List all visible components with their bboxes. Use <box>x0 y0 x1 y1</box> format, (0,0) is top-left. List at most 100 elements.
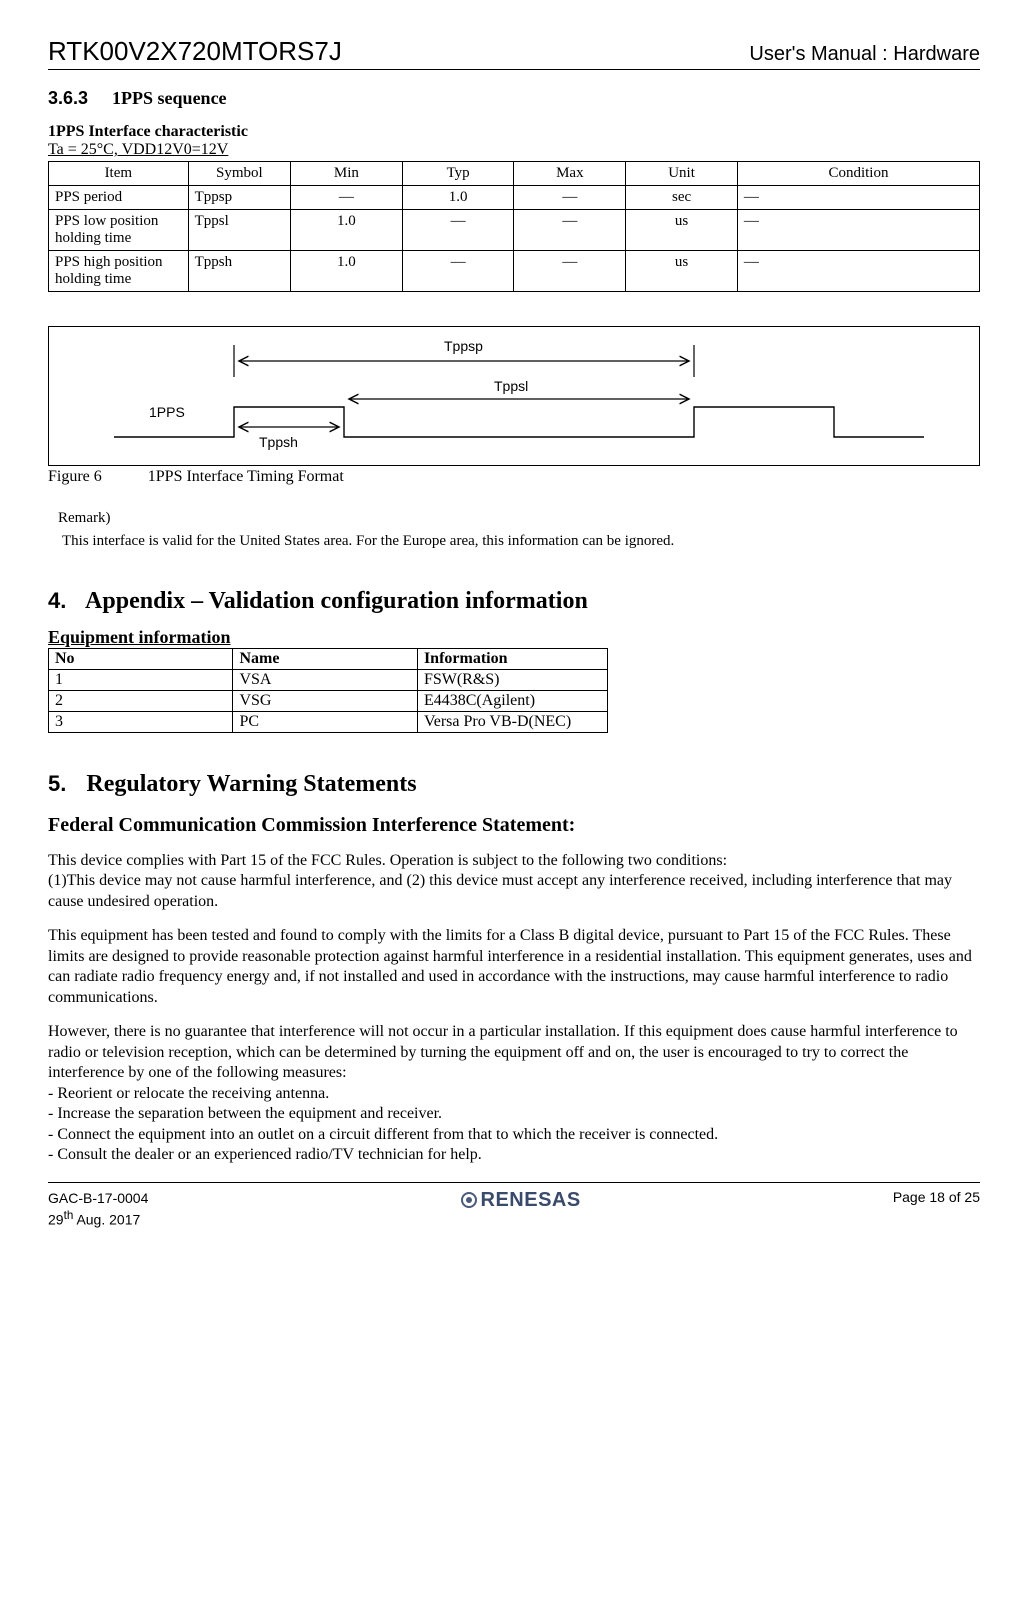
cell-cond: — <box>737 210 979 251</box>
table-row: 3 PC Versa Pro VB-D(NEC) <box>49 712 608 733</box>
fcc-p3-block: However, there is no guarantee that inte… <box>48 1022 980 1165</box>
cell-name: VSG <box>233 691 417 712</box>
cell-max: — <box>514 210 626 251</box>
header-product: RTK00V2X720MTORS7J <box>48 36 342 67</box>
cell-no: 3 <box>49 712 233 733</box>
equip-heading: Equipment information <box>48 627 980 648</box>
cell-item: PPS period <box>49 186 189 210</box>
renesas-logo-icon <box>461 1192 477 1208</box>
label-tppsh: Tppsh <box>259 434 298 450</box>
figure-6-caption: Figure 6 1PPS Interface Timing Format <box>48 468 980 486</box>
section-363: 3.6.3 1PPS sequence <box>48 88 980 109</box>
table-row: PPS low position holding time Tppsl 1.0 … <box>49 210 980 251</box>
cell-max: — <box>514 251 626 292</box>
pps-table: Item Symbol Min Typ Max Unit Condition P… <box>48 161 980 292</box>
section-363-num: 3.6.3 <box>48 88 88 108</box>
fcc-p2: This equipment has been tested and found… <box>48 926 980 1008</box>
equip-header-row: No Name Information <box>49 649 608 670</box>
label-tppsl: Tppsl <box>494 378 528 394</box>
timing-diagram: Tppsp 1PPS Tppsh Tppsl <box>48 326 980 466</box>
section-4-heading: 4. Appendix – Validation configuration i… <box>48 588 980 615</box>
footer-doc: GAC-B-17-0004 <box>48 1189 148 1209</box>
cell-min: — <box>291 186 403 210</box>
footer-date-text: 29 <box>48 1212 64 1228</box>
fcc-p1: This device complies with Part 15 of the… <box>48 851 980 912</box>
cell-min: 1.0 <box>291 251 403 292</box>
footer-brand: RENESAS <box>461 1189 581 1212</box>
col-min: Min <box>291 162 403 186</box>
cell-item: PPS high position holding time <box>49 251 189 292</box>
fcc-b2: - Increase the separation between the eq… <box>48 1105 442 1122</box>
cell-typ: 1.0 <box>402 186 514 210</box>
pps-heading: 1PPS Interface characteristic <box>48 123 980 141</box>
cell-max: — <box>514 186 626 210</box>
cell-info: FSW(R&S) <box>417 670 607 691</box>
col-unit: Unit <box>626 162 738 186</box>
cell-unit: us <box>626 251 738 292</box>
cell-no: 2 <box>49 691 233 712</box>
fcc-body: This device complies with Part 15 of the… <box>48 851 980 1166</box>
remark-label: Remark) <box>58 510 980 527</box>
col-condition: Condition <box>737 162 979 186</box>
fcc-b4: - Consult the dealer or an experienced r… <box>48 1146 482 1163</box>
fcc-p1a: This device complies with Part 15 of the… <box>48 852 727 869</box>
section-4-title: Appendix – Validation configuration info… <box>85 588 588 614</box>
page-header: RTK00V2X720MTORS7J User's Manual : Hardw… <box>48 36 980 70</box>
table-row: PPS high position holding time Tppsh 1.0… <box>49 251 980 292</box>
cell-typ: — <box>402 210 514 251</box>
fcc-b1: - Reorient or relocate the receiving ant… <box>48 1085 329 1102</box>
remark-text: This interface is valid for the United S… <box>62 533 980 550</box>
cell-info: Versa Pro VB-D(NEC) <box>417 712 607 733</box>
col-symbol: Symbol <box>188 162 290 186</box>
cell-name: PC <box>233 712 417 733</box>
label-1pps: 1PPS <box>149 404 185 420</box>
pps-table-header-row: Item Symbol Min Typ Max Unit Condition <box>49 162 980 186</box>
section-5-num: 5. <box>48 771 66 796</box>
equipment-table: No Name Information 1 VSA FSW(R&S) 2 VSG… <box>48 648 608 733</box>
col-no: No <box>49 649 233 670</box>
col-typ: Typ <box>402 162 514 186</box>
cell-typ: — <box>402 251 514 292</box>
cell-symbol: Tppsp <box>188 186 290 210</box>
fcc-p3: However, there is no guarantee that inte… <box>48 1023 958 1081</box>
fcc-p1b: (1)This device may not cause harmful int… <box>48 872 952 909</box>
cell-symbol: Tppsl <box>188 210 290 251</box>
table-row: PPS period Tppsp — 1.0 — sec — <box>49 186 980 210</box>
fcc-b3: - Connect the equipment into an outlet o… <box>48 1126 718 1143</box>
table-row: 2 VSG E4438C(Agilent) <box>49 691 608 712</box>
section-363-title: 1PPS sequence <box>112 88 227 108</box>
page: RTK00V2X720MTORS7J User's Manual : Hardw… <box>0 0 1028 1260</box>
fcc-heading: Federal Communication Commission Interfe… <box>48 814 980 837</box>
col-item: Item <box>49 162 189 186</box>
section-5-heading: 5. Regulatory Warning Statements <box>48 771 980 798</box>
col-max: Max <box>514 162 626 186</box>
page-footer: GAC-B-17-0004 29th Aug. 2017 RENESAS Pag… <box>48 1182 980 1231</box>
pps-condition: Ta = 25°C, VDD12V0=12V <box>48 141 980 159</box>
cell-item: PPS low position holding time <box>49 210 189 251</box>
footer-page: Page 18 of 25 <box>893 1189 980 1205</box>
section-5-title: Regulatory Warning Statements <box>86 771 416 797</box>
footer-date-sup: th <box>64 1209 74 1222</box>
footer-date-rest: Aug. 2017 <box>76 1212 140 1228</box>
figure-6-num: Figure 6 <box>48 468 102 485</box>
label-tppsp: Tppsp <box>444 338 483 354</box>
col-info: Information <box>417 649 607 670</box>
cell-unit: sec <box>626 186 738 210</box>
footer-date: 29th Aug. 2017 <box>48 1208 148 1230</box>
cell-cond: — <box>737 251 979 292</box>
section-4-num: 4. <box>48 588 66 613</box>
cell-symbol: Tppsh <box>188 251 290 292</box>
col-name: Name <box>233 649 417 670</box>
cell-info: E4438C(Agilent) <box>417 691 607 712</box>
cell-cond: — <box>737 186 979 210</box>
cell-min: 1.0 <box>291 210 403 251</box>
figure-6-title: 1PPS Interface Timing Format <box>148 468 344 485</box>
table-row: 1 VSA FSW(R&S) <box>49 670 608 691</box>
footer-left: GAC-B-17-0004 29th Aug. 2017 <box>48 1189 148 1231</box>
header-manual: User's Manual : Hardware <box>749 43 980 66</box>
timing-svg: Tppsp 1PPS Tppsh Tppsl <box>49 327 979 465</box>
cell-name: VSA <box>233 670 417 691</box>
footer-brand-text: RENESAS <box>481 1189 581 1212</box>
cell-no: 1 <box>49 670 233 691</box>
cell-unit: us <box>626 210 738 251</box>
